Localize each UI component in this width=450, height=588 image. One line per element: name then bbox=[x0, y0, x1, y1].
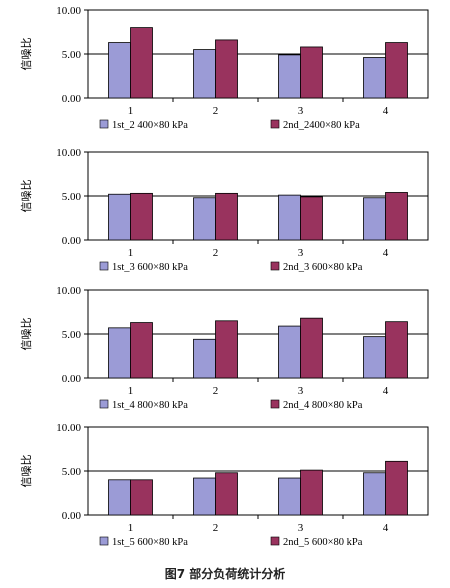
legend-swatch-series1 bbox=[99, 119, 109, 129]
bar-chart4-series2-cat1 bbox=[130, 479, 153, 516]
y-tick-label: 10.00 bbox=[56, 422, 81, 434]
y-axis-label: 信噪比 bbox=[20, 180, 33, 213]
x-tick-label: 4 bbox=[383, 247, 389, 259]
bar-chart1-series2-cat2 bbox=[215, 39, 238, 99]
legend-swatch-series1 bbox=[99, 261, 109, 271]
bar-chart2-series1-cat2 bbox=[193, 197, 216, 241]
legend-label-series2: 2nd_5 600×80 kPa bbox=[283, 537, 363, 548]
bar-chart4-series2-cat2 bbox=[215, 472, 238, 516]
bar-chart4-series1-cat3 bbox=[278, 477, 301, 516]
bar-chart1-series1-cat3 bbox=[278, 54, 301, 99]
figure-caption: 图7 部分负荷统计分析 bbox=[164, 567, 286, 581]
x-tick-label: 1 bbox=[128, 522, 134, 534]
legend-label-series1: 1st_4 800×80 kPa bbox=[112, 400, 188, 411]
legend-swatch-series2 bbox=[270, 119, 280, 129]
legend-label-series2: 2nd_4 800×80 kPa bbox=[283, 400, 363, 411]
y-tick-label: 10.00 bbox=[56, 5, 81, 17]
x-tick-label: 4 bbox=[383, 105, 389, 117]
y-tick-label: 5.00 bbox=[62, 49, 82, 61]
bar-chart4-series1-cat4 bbox=[363, 472, 386, 516]
y-tick-label: 0.00 bbox=[62, 93, 82, 105]
bar-chart1-series2-cat4 bbox=[385, 42, 408, 99]
legend-label-series1: 1st_2 400×80 kPa bbox=[112, 120, 188, 131]
bar-chart3-series1-cat2 bbox=[193, 338, 216, 379]
bar-chart1-series1-cat1 bbox=[108, 42, 131, 99]
bar-chart4-series2-cat3 bbox=[300, 469, 323, 516]
legend-swatch-series2 bbox=[270, 261, 280, 271]
x-tick-label: 2 bbox=[213, 105, 219, 117]
y-tick-label: 5.00 bbox=[62, 329, 82, 341]
x-tick-label: 4 bbox=[383, 385, 389, 397]
bar-chart2-series2-cat4 bbox=[385, 192, 408, 241]
legend-label-series2: 2nd_3 600×80 kPa bbox=[283, 262, 363, 273]
bar-chart3-series2-cat3 bbox=[300, 317, 323, 379]
y-axis-label: 信噪比 bbox=[20, 38, 33, 71]
y-tick-label: 10.00 bbox=[56, 285, 81, 297]
legend-label-series1: 1st_5 600×80 kPa bbox=[112, 537, 188, 548]
bar-chart2-series2-cat2 bbox=[215, 192, 238, 241]
x-tick-label: 1 bbox=[128, 105, 134, 117]
legend-label-series2: 2nd_2400×80 kPa bbox=[283, 120, 360, 131]
x-tick-label: 3 bbox=[298, 385, 304, 397]
bar-chart2-series1-cat1 bbox=[108, 193, 131, 241]
bar-chart4-series1-cat2 bbox=[193, 477, 216, 516]
bar-chart3-series2-cat1 bbox=[130, 322, 153, 379]
legend-swatch-series1 bbox=[99, 399, 109, 409]
bar-chart3-series2-cat4 bbox=[385, 321, 408, 379]
x-tick-label: 2 bbox=[213, 522, 219, 534]
bar-chart4-series1-cat1 bbox=[108, 479, 131, 516]
y-axis-label: 信噪比 bbox=[20, 455, 33, 488]
y-tick-label: 0.00 bbox=[62, 235, 82, 247]
legend-swatch-series1 bbox=[99, 536, 109, 546]
x-tick-label: 1 bbox=[128, 385, 134, 397]
y-tick-label: 0.00 bbox=[62, 373, 82, 385]
bar-chart1-series1-cat4 bbox=[363, 57, 386, 99]
bar-chart3-series1-cat1 bbox=[108, 327, 131, 379]
x-tick-label: 4 bbox=[383, 522, 389, 534]
bar-chart1-series1-cat2 bbox=[193, 49, 216, 99]
x-tick-label: 2 bbox=[213, 247, 219, 259]
legend-swatch-series2 bbox=[270, 536, 280, 546]
x-tick-label: 2 bbox=[213, 385, 219, 397]
bar-chart2-series1-cat4 bbox=[363, 197, 386, 241]
bar-chart2-series1-cat3 bbox=[278, 194, 301, 241]
y-tick-label: 5.00 bbox=[62, 191, 82, 203]
bar-chart2-series2-cat1 bbox=[130, 192, 153, 241]
x-tick-label: 3 bbox=[298, 105, 304, 117]
y-tick-label: 0.00 bbox=[62, 510, 82, 522]
bar-chart2-series2-cat3 bbox=[300, 196, 323, 241]
bar-chart4-series2-cat4 bbox=[385, 460, 408, 516]
legend-label-series1: 1st_3 600×80 kPa bbox=[112, 262, 188, 273]
x-tick-label: 1 bbox=[128, 247, 134, 259]
x-tick-label: 3 bbox=[298, 247, 304, 259]
y-axis-label: 信噪比 bbox=[20, 318, 33, 351]
bar-chart1-series2-cat3 bbox=[300, 46, 323, 99]
x-tick-label: 3 bbox=[298, 522, 304, 534]
y-tick-label: 5.00 bbox=[62, 466, 82, 478]
bar-chart3-series2-cat2 bbox=[215, 320, 238, 379]
bar-chart1-series2-cat1 bbox=[130, 27, 153, 99]
legend-swatch-series2 bbox=[270, 399, 280, 409]
bar-chart3-series1-cat3 bbox=[278, 325, 301, 379]
bar-chart3-series1-cat4 bbox=[363, 336, 386, 379]
y-tick-label: 10.00 bbox=[56, 147, 81, 159]
